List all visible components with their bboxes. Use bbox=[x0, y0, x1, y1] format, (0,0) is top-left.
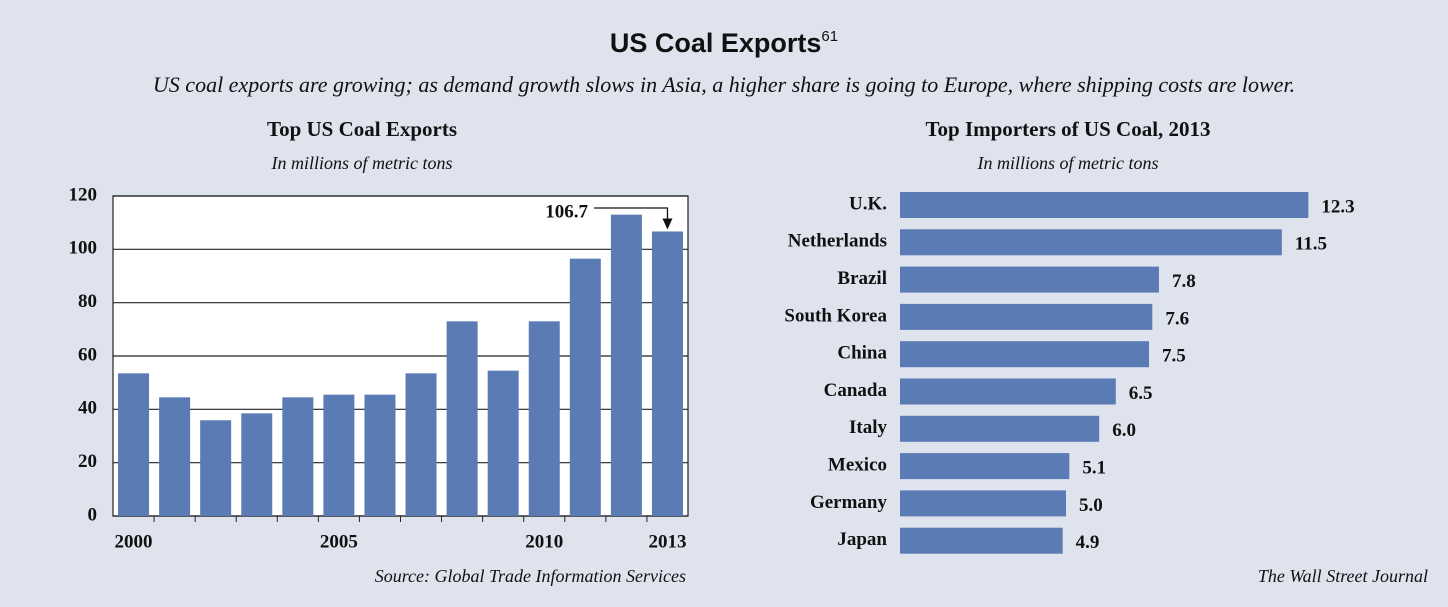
y-tick-label: 60 bbox=[78, 344, 97, 365]
value-label: 7.5 bbox=[1162, 346, 1186, 367]
value-label: 7.6 bbox=[1165, 308, 1189, 329]
chart-subtitle: In millions of metric tons bbox=[271, 153, 453, 173]
bar bbox=[610, 214, 642, 516]
bar bbox=[200, 420, 232, 516]
subtitle: US coal exports are growing; as demand g… bbox=[153, 72, 1295, 97]
bar bbox=[528, 321, 560, 516]
annotation-bg bbox=[520, 201, 590, 225]
y-tick-label: South Korea bbox=[784, 305, 887, 326]
y-tick-label: Netherlands bbox=[788, 231, 887, 252]
value-label: 12.3 bbox=[1321, 196, 1354, 217]
bar bbox=[241, 413, 273, 516]
y-tick-label: China bbox=[837, 343, 887, 364]
y-tick-label: Japan bbox=[837, 529, 887, 550]
chart-title: Top US Coal Exports bbox=[267, 117, 457, 141]
y-tick-label: Mexico bbox=[828, 454, 887, 475]
y-tick-label: Canada bbox=[824, 380, 888, 401]
chart-source: Source: Global Trade Information Service… bbox=[375, 566, 686, 586]
bar bbox=[900, 192, 1309, 218]
x-tick-label: 2013 bbox=[648, 531, 686, 552]
bar bbox=[569, 258, 601, 516]
y-tick-label: 120 bbox=[69, 184, 98, 205]
value-label: 7.8 bbox=[1172, 271, 1196, 292]
annotation-arrowhead bbox=[662, 218, 673, 230]
bar bbox=[159, 397, 191, 516]
bar bbox=[900, 229, 1282, 256]
y-tick-label: Germany bbox=[810, 492, 888, 513]
bar bbox=[900, 341, 1149, 368]
value-label: 11.5 bbox=[1295, 234, 1327, 255]
value-label: 6.5 bbox=[1129, 383, 1153, 404]
bar bbox=[282, 397, 314, 516]
bar bbox=[900, 378, 1116, 405]
y-tick-label: 100 bbox=[69, 238, 98, 259]
chart-title: Top Importers of US Coal, 2013 bbox=[925, 117, 1210, 141]
x-tick-label: 2005 bbox=[320, 531, 358, 552]
source: The Wall Street Journal bbox=[1258, 566, 1428, 586]
x-tick-label: 2010 bbox=[525, 531, 563, 552]
bar bbox=[487, 370, 519, 516]
y-tick-label: 20 bbox=[78, 451, 97, 472]
bar bbox=[651, 231, 683, 516]
footnote: 61 bbox=[821, 28, 838, 45]
bar bbox=[364, 394, 396, 516]
bar bbox=[405, 373, 437, 516]
title: US Coal Exports bbox=[610, 28, 822, 58]
bar bbox=[900, 303, 1153, 330]
y-tick-label: 80 bbox=[78, 291, 97, 312]
chart-subtitle: In millions of metric tons bbox=[977, 153, 1159, 173]
y-tick-label: U.K. bbox=[849, 193, 887, 214]
bar bbox=[446, 321, 478, 516]
bar bbox=[900, 266, 1159, 293]
bar bbox=[118, 373, 150, 516]
title-group: US Coal Exports61 bbox=[610, 28, 838, 58]
value-label: 6.0 bbox=[1112, 420, 1136, 441]
annotation: 106.7 bbox=[545, 201, 588, 222]
value-label: 4.9 bbox=[1076, 532, 1100, 553]
bar bbox=[900, 415, 1100, 442]
bar bbox=[900, 527, 1063, 554]
bar bbox=[900, 490, 1066, 517]
value-label: 5.1 bbox=[1082, 457, 1106, 478]
y-tick-label: 0 bbox=[88, 504, 98, 525]
value-label: 5.0 bbox=[1079, 495, 1103, 516]
bar bbox=[323, 394, 355, 516]
y-tick-label: Brazil bbox=[837, 268, 887, 289]
y-tick-label: 40 bbox=[78, 398, 97, 419]
y-tick-label: Italy bbox=[849, 417, 888, 438]
x-tick-label: 2000 bbox=[115, 531, 153, 552]
bar bbox=[900, 453, 1070, 480]
